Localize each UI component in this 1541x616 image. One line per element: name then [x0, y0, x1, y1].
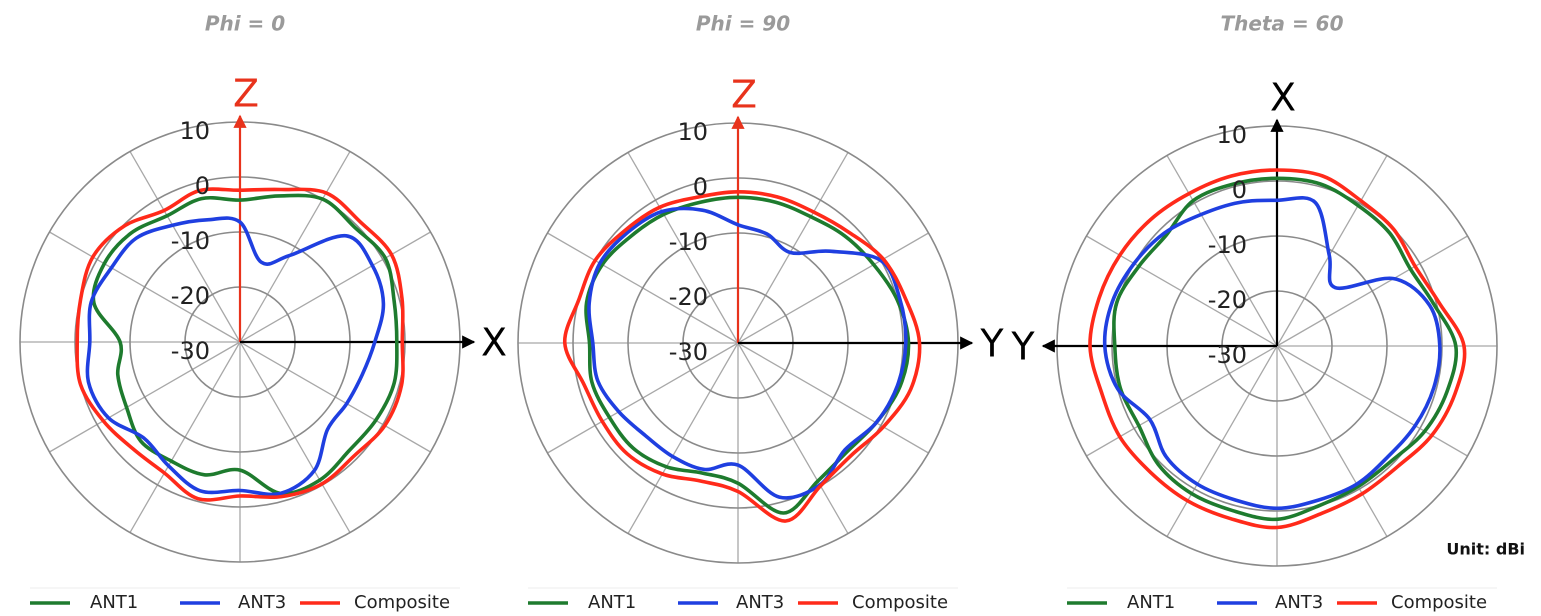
r-tick-label: 10 [1216, 121, 1247, 149]
unit-note: Unit: dBi [1446, 540, 1525, 559]
legend-label: ANT1 [90, 592, 138, 613]
pattern-line [85, 216, 386, 497]
vertical-axis-label: Z [731, 73, 757, 117]
legend-label: ANT3 [1275, 592, 1323, 613]
pattern-line [1102, 196, 1442, 511]
r-tick-label: -10 [1208, 231, 1247, 259]
r-tick-label: -10 [669, 228, 708, 256]
legend-label: Composite [354, 592, 450, 613]
legend-label: ANT3 [238, 592, 286, 613]
r-tick-label: 0 [693, 173, 708, 201]
chart-title: Phi = 90 [696, 12, 790, 36]
r-tick-label: 10 [179, 117, 210, 145]
r-tick-label: 0 [195, 172, 210, 200]
pattern-line [587, 206, 908, 500]
r-tick-label: -20 [171, 282, 210, 310]
legend-label: ANT1 [588, 592, 636, 613]
pattern-line [91, 193, 399, 496]
pattern-line [1088, 168, 1467, 530]
vertical-axis-label: Z [233, 72, 259, 116]
pattern-line [1112, 176, 1459, 522]
legend-label: Composite [852, 592, 948, 613]
pattern-line [584, 195, 911, 515]
legend-label: ANT1 [1127, 592, 1175, 613]
r-tick-label: -30 [171, 337, 210, 365]
chart-title: Theta = 60 [1220, 12, 1343, 36]
pattern-line [562, 190, 922, 523]
horizontal-axis-label: Y [979, 322, 1004, 366]
chart-title: Phi = 0 [205, 12, 285, 36]
legend-label: ANT3 [736, 592, 784, 613]
horizontal-axis-label: X [481, 321, 507, 365]
r-tick-label: 0 [1232, 176, 1247, 204]
pattern-line [75, 187, 405, 502]
horizontal-axis-label: Y [1010, 325, 1035, 369]
r-tick-label: -30 [669, 338, 708, 366]
r-tick-label: -10 [171, 227, 210, 255]
r-tick-label: -20 [1208, 286, 1247, 314]
r-tick-label: -20 [669, 283, 708, 311]
r-tick-label: -30 [1208, 341, 1247, 369]
vertical-axis-label: X [1270, 76, 1296, 120]
legend-label: Composite [1391, 592, 1487, 613]
r-tick-label: 10 [677, 118, 708, 146]
